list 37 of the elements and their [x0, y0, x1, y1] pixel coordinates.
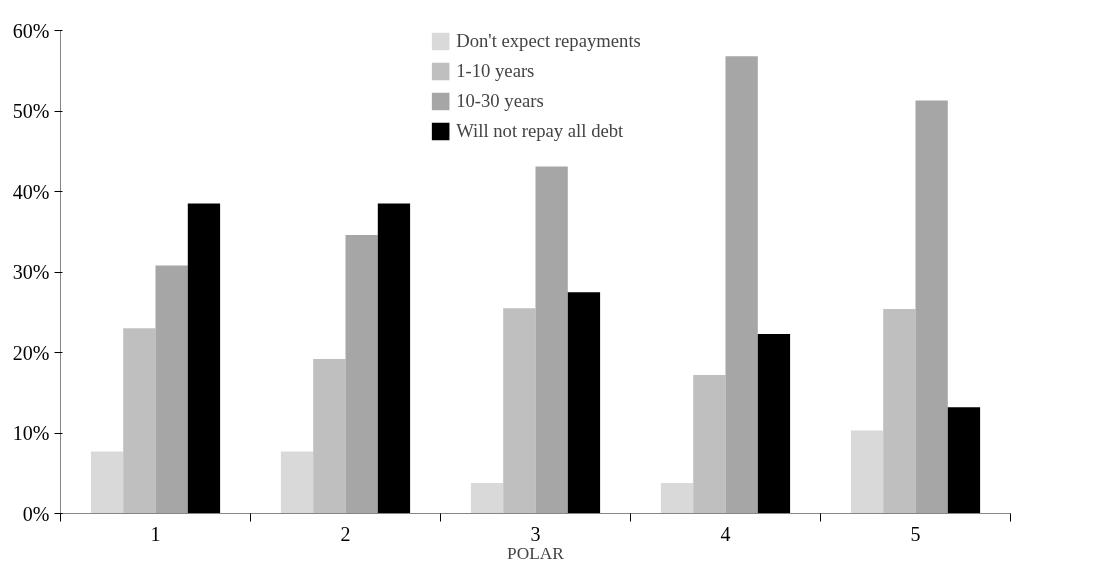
bar: [280, 451, 314, 514]
bar: [470, 482, 504, 514]
y-tick-label: 0%: [22, 502, 50, 525]
x-tick-label: 3: [530, 522, 541, 545]
bar: [313, 358, 346, 514]
y-tick-label: 10%: [12, 422, 50, 444]
bar: [915, 100, 948, 514]
bar: [187, 203, 221, 514]
bar: [947, 407, 981, 514]
bar: [725, 56, 758, 514]
bar: [567, 292, 601, 514]
x-tick-label: 5: [910, 522, 921, 545]
bar: [757, 333, 791, 514]
bar: [377, 203, 411, 514]
x-tick-label: 1: [150, 522, 161, 545]
bar: [660, 482, 694, 514]
y-tick-label: 40%: [12, 180, 50, 203]
bar: [883, 309, 916, 514]
y-tick-label: 30%: [12, 261, 50, 283]
bar: [155, 265, 188, 514]
bar: [693, 375, 726, 514]
x-tick-label: 2: [340, 522, 351, 545]
legend-label: Don't expect repayments: [456, 30, 641, 52]
x-axis-title: POLAR: [507, 543, 565, 563]
x-tick-label: 4: [720, 522, 731, 545]
bar: [535, 166, 568, 514]
bar: [123, 328, 156, 514]
legend-label: 10-30 years: [456, 90, 544, 112]
bar: [503, 308, 536, 514]
y-tick-label: 60%: [12, 19, 50, 42]
legend-label: Will not repay all debt: [456, 120, 624, 142]
y-tick-label: 20%: [12, 341, 50, 364]
legend-label: 1-10 years: [456, 60, 535, 82]
bar: [345, 234, 378, 514]
bar: [90, 451, 124, 514]
y-tick-label: 50%: [12, 100, 50, 122]
bar: [850, 430, 884, 514]
